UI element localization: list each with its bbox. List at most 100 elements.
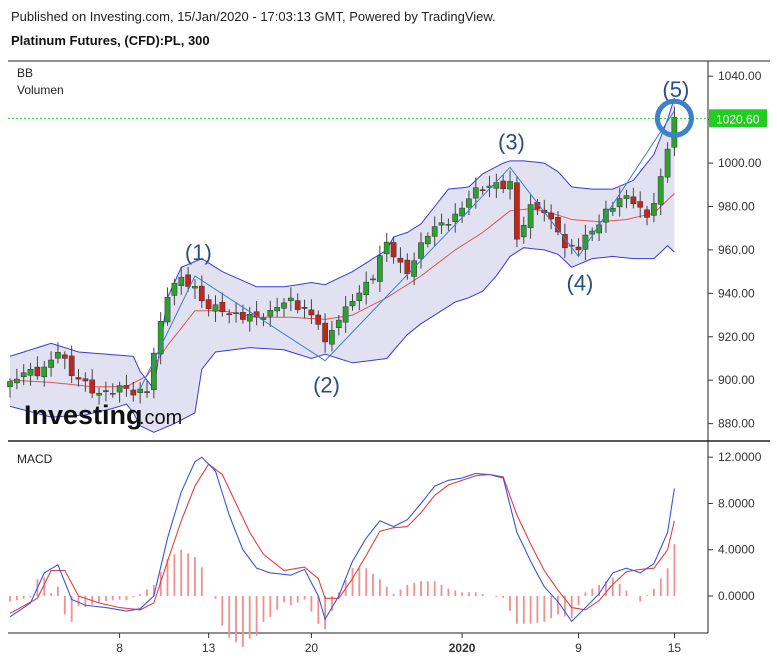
candle-body xyxy=(514,182,520,240)
macd-histogram-bar xyxy=(522,596,525,624)
candle-body xyxy=(548,212,554,220)
macd-histogram-bar xyxy=(111,596,114,601)
macd-histogram-bar xyxy=(303,596,306,600)
wave-label: (4) xyxy=(567,270,594,295)
candle-body xyxy=(520,224,527,238)
candle-body xyxy=(637,201,644,208)
candle-body xyxy=(308,309,315,316)
macd-histogram-bar xyxy=(9,596,11,602)
candle-body xyxy=(287,297,294,302)
candle-body xyxy=(404,259,411,275)
macd-histogram-bar xyxy=(166,559,169,596)
investing-logo: Investing .com xyxy=(24,400,182,430)
candle-body xyxy=(431,226,438,237)
macd-histogram-bar xyxy=(666,568,669,596)
candle-body xyxy=(274,307,280,312)
candle-body xyxy=(335,319,342,328)
candle-body xyxy=(198,285,205,302)
price-tick-label: 980.00 xyxy=(718,200,755,214)
candle-body xyxy=(68,355,75,377)
macd-histogram-bar xyxy=(331,596,333,611)
macd-histogram-bar xyxy=(399,589,402,596)
elliott-wave-path xyxy=(139,110,675,390)
candle-body xyxy=(329,330,335,345)
macd-histogram-bar xyxy=(296,596,299,603)
macd-tick-label: 8.0000 xyxy=(718,497,755,511)
macd-histogram-bar xyxy=(406,584,409,596)
candle-body xyxy=(568,244,575,247)
macd-histogram-bar xyxy=(283,596,285,603)
macd-histogram-bar xyxy=(289,596,292,606)
last-price-tag xyxy=(709,109,767,128)
macd-histogram-bar xyxy=(598,584,600,596)
candle-body xyxy=(301,307,308,309)
macd-histogram-bar xyxy=(584,592,587,596)
candle-body xyxy=(96,392,102,396)
macd-histogram-bar xyxy=(468,592,470,596)
candle-body xyxy=(109,393,116,395)
macd-histogram-bar xyxy=(474,592,477,596)
candle-body xyxy=(34,366,41,377)
macd-histogram-bar xyxy=(228,596,231,638)
candle-body xyxy=(390,242,397,258)
macd-histogram-bar xyxy=(447,588,450,596)
macd-histogram-bar xyxy=(98,596,100,603)
macd-histogram-bar xyxy=(646,595,648,596)
macd-histogram-bar xyxy=(118,596,121,600)
bb-lower-line xyxy=(9,244,675,433)
macd-histogram-bar xyxy=(365,568,368,596)
candle-body xyxy=(452,213,459,222)
macd-histogram-bar xyxy=(605,581,607,596)
candle-body xyxy=(609,208,616,212)
macd-histogram-bar xyxy=(659,578,662,596)
macd-histogram-bar xyxy=(43,577,46,596)
macd-histogram-bar xyxy=(77,596,80,607)
macd-histogram-bar xyxy=(214,596,217,599)
candle-body xyxy=(27,368,34,376)
macd-histogram-bar xyxy=(16,596,18,601)
candle-body xyxy=(424,235,431,245)
macd-histogram-bar xyxy=(255,596,258,636)
candle-body xyxy=(61,354,68,359)
candle-body xyxy=(164,297,171,323)
candle-body xyxy=(205,299,212,310)
macd-histogram-bar xyxy=(242,596,244,647)
macd-histogram-bar xyxy=(70,596,73,622)
candle-body xyxy=(459,207,465,217)
macd-histogram-bar xyxy=(426,581,429,596)
candle-body xyxy=(212,304,219,312)
candle-body xyxy=(240,312,246,320)
candle-body xyxy=(411,260,417,277)
macd-histogram-bar xyxy=(63,596,66,615)
macd-histogram-bar xyxy=(495,596,498,597)
candle-body xyxy=(445,224,452,226)
macd-histogram-bar xyxy=(146,589,148,596)
macd-histogram-bar xyxy=(557,596,559,615)
macd-histogram-bar xyxy=(152,584,155,596)
macd-line xyxy=(9,456,675,623)
candle-body xyxy=(582,234,589,250)
date-tick-label: 20 xyxy=(305,641,319,655)
candle-body xyxy=(623,195,630,199)
macd-histogram-bar xyxy=(317,596,320,624)
candle-body xyxy=(233,312,239,314)
logo-suffix: .com xyxy=(139,407,182,429)
macd-histogram-bar xyxy=(509,596,511,611)
candle-body xyxy=(507,181,513,190)
candle-body xyxy=(651,203,657,216)
price-tick-label: 900.00 xyxy=(718,373,755,387)
candle-body xyxy=(267,310,274,317)
logo-main: Investing xyxy=(24,400,143,430)
candle-body xyxy=(397,257,404,263)
candle-body xyxy=(575,246,582,251)
macd-histogram-bar xyxy=(57,586,59,596)
macd-histogram-bar xyxy=(639,596,642,602)
wave-label: (1) xyxy=(185,240,212,265)
candle-body xyxy=(466,198,472,208)
macd-histogram-bar xyxy=(673,544,676,596)
macd-tick-label: 4.0000 xyxy=(718,543,755,557)
macd-histogram-bar xyxy=(516,596,518,624)
candle-body xyxy=(322,322,328,343)
macd-histogram-bar xyxy=(351,568,354,596)
